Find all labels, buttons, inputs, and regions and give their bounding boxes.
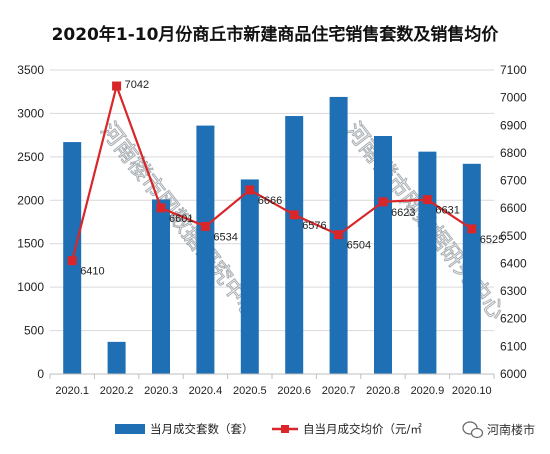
legend-label-line: 自当月成交均价（元/㎡ — [303, 422, 422, 436]
x-tick-label: 2020.7 — [322, 385, 356, 397]
line-marker — [245, 185, 255, 195]
y-right-tick-label: 6800 — [500, 146, 527, 160]
legend-label-bar: 当月成交套数（套） — [150, 422, 254, 436]
x-tick-label: 2020.9 — [411, 385, 445, 397]
line-marker — [422, 195, 432, 205]
line-data-label: 7042 — [125, 79, 149, 91]
line-marker — [156, 203, 166, 213]
line-marker — [334, 230, 344, 240]
y-left-tick-label: 3000 — [17, 106, 44, 120]
line-data-label: 6525 — [480, 234, 504, 246]
axes: 0 500 1000 1500 2000 2500 3000 3500 6000 6100 6200… — [17, 63, 527, 397]
line-data-label: 6666 — [258, 195, 282, 207]
bar-series — [63, 96, 481, 375]
y-left-tick-label: 3500 — [17, 63, 44, 77]
y-right-tick-label: 6500 — [500, 229, 527, 243]
x-tick-label: 2020.5 — [233, 385, 267, 397]
legend-swatch-marker — [281, 425, 289, 433]
y-right-tick-label: 6700 — [500, 174, 527, 188]
line-data-label: 6576 — [302, 220, 326, 232]
line-series: 6410 7042 6601 6534 6666 6576 6504 6623 6631 6525 — [67, 79, 504, 278]
y-left-tick-label: 1500 — [17, 237, 44, 251]
legend-swatch-bar — [115, 424, 145, 434]
y-right-tick-label: 6400 — [500, 256, 527, 270]
bar — [240, 179, 259, 374]
line-data-label: 6410 — [80, 266, 104, 278]
x-tick-label: 2020.3 — [144, 385, 178, 397]
bar — [152, 199, 170, 374]
y-right-tick-label: 7000 — [500, 91, 527, 105]
x-tick-label: 2020.2 — [100, 385, 134, 397]
x-tick-label: 2020.1 — [55, 385, 89, 397]
line-marker — [112, 81, 122, 91]
x-tick-label: 2020.8 — [366, 385, 400, 397]
line-marker — [467, 224, 477, 234]
bar — [196, 125, 215, 375]
line-marker — [378, 197, 388, 207]
y-left-tick-label: 0 — [37, 367, 44, 381]
y-right-tick-label: 6900 — [500, 118, 527, 132]
bar — [107, 341, 126, 374]
line-data-label: 6504 — [347, 240, 371, 252]
line-marker — [200, 221, 210, 231]
brand-badge: 河南楼市 — [462, 421, 535, 439]
bar — [462, 163, 481, 374]
line-marker — [289, 210, 299, 220]
brand-name: 河南楼市 — [487, 422, 535, 437]
y-left-tick-label: 2500 — [17, 150, 44, 164]
line-data-label: 6631 — [435, 205, 459, 217]
x-tick-label: 2020.10 — [452, 385, 492, 397]
x-tick-label: 2020.4 — [189, 385, 223, 397]
wechat-icon — [462, 421, 484, 439]
bar — [374, 136, 392, 374]
y-right-tick-label: 7100 — [500, 63, 527, 77]
y-right-tick-label: 6000 — [500, 367, 527, 381]
line-data-label: 6601 — [169, 213, 193, 225]
legend: 当月成交套数（套） 自当月成交均价（元/㎡ — [115, 422, 422, 436]
line-data-label: 6534 — [213, 231, 237, 243]
chart-title: 2020年1-10月份商丘市新建商品住宅销售套数及销售均价 — [52, 24, 500, 45]
y-right-tick-label: 6600 — [500, 201, 527, 215]
x-tick-label: 2020.6 — [277, 385, 311, 397]
y-right-tick-label: 6200 — [500, 312, 527, 326]
line-data-label: 6623 — [391, 207, 415, 219]
y-left-tick-label: 500 — [24, 324, 44, 338]
line-marker — [67, 256, 77, 266]
bar — [285, 116, 304, 374]
y-right-tick-label: 6300 — [500, 284, 527, 298]
gridlines — [50, 69, 494, 375]
bar — [418, 151, 437, 374]
price-line — [71, 82, 473, 261]
y-right-tick-label: 6100 — [500, 339, 527, 353]
y-left-tick-label: 2000 — [17, 193, 44, 207]
y-left-tick-label: 1000 — [17, 280, 44, 294]
